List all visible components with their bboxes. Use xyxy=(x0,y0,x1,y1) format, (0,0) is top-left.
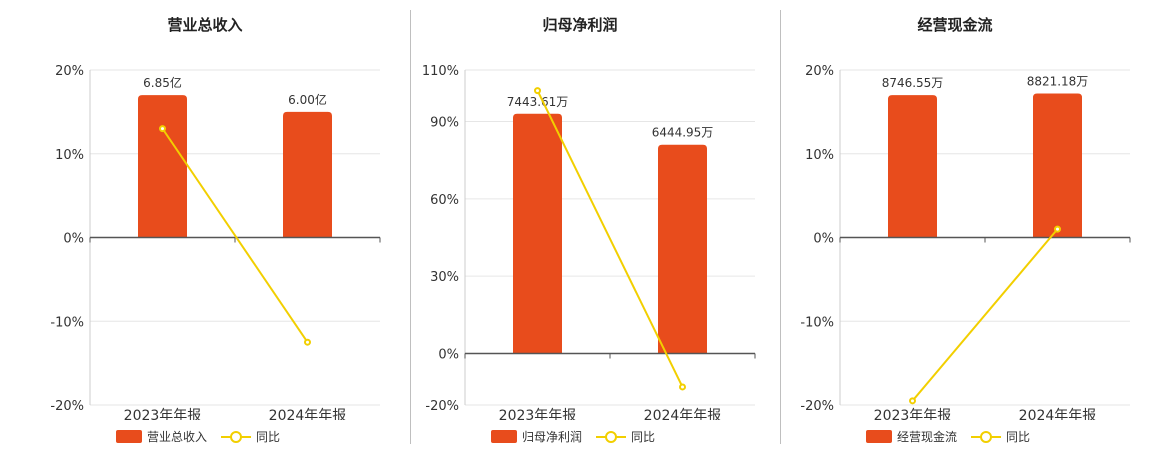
line-legend-icon xyxy=(596,430,626,443)
bar-data-label: 7443.61万 xyxy=(507,95,569,109)
y-tick-label: 10% xyxy=(55,148,84,163)
y-tick-label: 20% xyxy=(805,64,834,79)
yoy-line xyxy=(536,90,684,388)
y-tick-label: 90% xyxy=(430,116,459,131)
y-tick-label: 30% xyxy=(430,270,459,285)
legend-label-line: 同比 xyxy=(1006,430,1031,444)
y-tick-label: 0% xyxy=(813,232,834,247)
chart-panel-cash-flow: 经营现金流 20% 10% 0% -10% -20% 8746.55万 8821.18万 20… xyxy=(765,0,1145,450)
bar-legend-icon xyxy=(865,430,892,443)
yoy-point xyxy=(304,338,311,346)
y-tick-label: 0% xyxy=(63,232,84,247)
bar xyxy=(658,144,707,354)
chart-plot: 110% 90% 60% 30% 0% -20% 7443.61万 6444.95万 2023年… xyxy=(422,64,756,420)
chart-legend: 归母净利润 同比 xyxy=(390,428,770,445)
bar xyxy=(1033,93,1082,238)
legend-label-line: 同比 xyxy=(256,430,281,444)
bar-data-label: 6444.95万 xyxy=(652,126,714,140)
x-tick-label: 2024年年报 xyxy=(644,408,722,420)
bar-legend-icon xyxy=(490,430,517,443)
bar xyxy=(513,113,562,354)
y-tick-label: 0% xyxy=(438,347,459,362)
bar xyxy=(888,95,937,238)
yoy-point xyxy=(159,125,166,133)
y-tick-label: 60% xyxy=(430,193,459,208)
chart-title: 经营现金流 xyxy=(917,16,993,34)
chart-plot: 20% 10% 0% -10% -20% 8746.55万 8821.18万 2023年年报 2… xyxy=(800,64,1131,420)
y-tick-label: -20% xyxy=(50,399,84,414)
bar-data-label: 8746.55万 xyxy=(882,76,944,90)
chart-panel-revenue: 营业总收入 20% 10% 0% -10% -20% 6.85亿 6.00亿 2023年年报 2… xyxy=(15,0,395,450)
x-tick-label: 2023年年报 xyxy=(499,408,577,420)
bar xyxy=(138,95,187,238)
y-tick-label: -20% xyxy=(800,399,834,414)
bar-legend-icon xyxy=(115,430,142,443)
line-legend-icon xyxy=(221,430,251,443)
yoy-line xyxy=(911,228,1059,402)
x-tick-label: 2023年年报 xyxy=(124,408,202,420)
legend-label-line: 同比 xyxy=(631,430,656,444)
y-tick-label: 10% xyxy=(805,148,834,163)
chart-title: 营业总收入 xyxy=(167,16,243,34)
bar-data-label: 6.00亿 xyxy=(288,92,327,107)
chart-panel-net-profit: 归母净利润 110% 90% 60% 30% 0% -20% 7443.61万 6444.95… xyxy=(390,0,770,450)
bar xyxy=(283,111,332,238)
chart-title: 归母净利润 xyxy=(542,16,618,34)
chart-plot: 20% 10% 0% -10% -20% 6.85亿 6.00亿 2023年年报 2024年年报 xyxy=(50,64,381,420)
x-tick-label: 2024年年报 xyxy=(269,408,347,420)
line-legend-icon xyxy=(971,430,1001,443)
yoy-point xyxy=(679,383,686,391)
yoy-line xyxy=(161,128,309,343)
y-tick-label: 20% xyxy=(55,64,84,79)
y-tick-label: -10% xyxy=(800,315,834,330)
y-tick-label: -20% xyxy=(425,399,459,414)
legend-label-bar: 经营现金流 xyxy=(896,430,957,444)
x-tick-label: 2023年年报 xyxy=(874,408,952,420)
y-tick-label: -10% xyxy=(50,315,84,330)
yoy-point xyxy=(534,87,541,95)
chart-legend: 经营现金流 同比 xyxy=(765,428,1145,445)
chart-legend: 营业总收入 同比 xyxy=(15,428,395,445)
yoy-point xyxy=(1054,225,1061,233)
panel-divider xyxy=(780,10,781,444)
yoy-point xyxy=(909,397,916,405)
y-tick-label: 110% xyxy=(422,64,459,79)
x-tick-label: 2024年年报 xyxy=(1019,408,1097,420)
panel-divider xyxy=(410,10,411,444)
bar-data-label: 8821.18万 xyxy=(1027,74,1089,88)
bar-data-label: 6.85亿 xyxy=(143,75,182,90)
legend-label-bar: 营业总收入 xyxy=(146,430,207,444)
legend-label-bar: 归母净利润 xyxy=(521,430,582,444)
